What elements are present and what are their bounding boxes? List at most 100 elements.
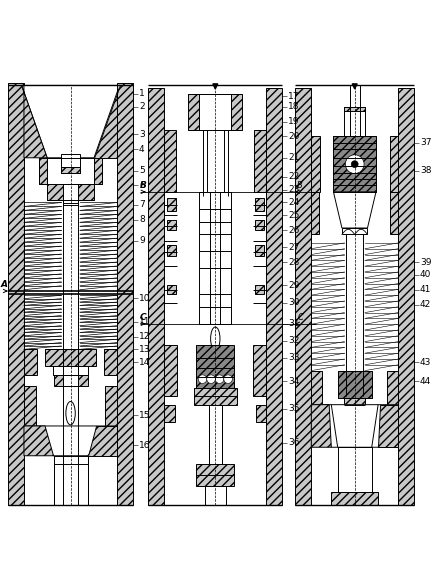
Text: 44: 44 [420, 377, 431, 386]
Text: 5: 5 [139, 166, 145, 175]
Bar [205, 486, 226, 505]
Text: 9: 9 [139, 236, 145, 245]
Text: B: B [140, 181, 147, 190]
Bar [333, 136, 376, 192]
Bar [105, 349, 117, 375]
Text: 23: 23 [288, 185, 299, 194]
Text: 25: 25 [288, 211, 299, 220]
Bar [311, 370, 322, 405]
Bar [24, 349, 37, 375]
Bar [63, 184, 78, 201]
Bar [39, 158, 102, 184]
Bar [47, 184, 94, 201]
Bar [253, 345, 266, 396]
Text: 33: 33 [288, 353, 299, 362]
Bar [207, 130, 224, 192]
Bar [344, 106, 365, 111]
Bar [231, 94, 242, 130]
Text: 35: 35 [288, 405, 299, 413]
Text: 1: 1 [139, 89, 145, 98]
Text: 27: 27 [288, 243, 299, 252]
Bar [61, 167, 80, 173]
Text: A: A [1, 280, 8, 289]
Text: 21: 21 [288, 153, 299, 162]
Text: 20: 20 [288, 132, 299, 141]
Bar [117, 83, 133, 505]
Bar [390, 136, 398, 192]
Text: 13: 13 [139, 345, 151, 354]
Text: 34: 34 [288, 377, 299, 386]
Bar [338, 370, 372, 398]
Bar [398, 88, 414, 505]
Bar [47, 158, 94, 184]
Polygon shape [22, 85, 119, 158]
Text: 37: 37 [420, 138, 431, 148]
Text: 29: 29 [288, 281, 299, 290]
Bar [8, 83, 24, 505]
Circle shape [207, 375, 215, 383]
Bar [391, 192, 398, 235]
Polygon shape [88, 426, 117, 456]
Bar [45, 349, 96, 366]
Text: 30: 30 [288, 298, 299, 307]
Polygon shape [378, 405, 398, 447]
Bar [167, 198, 176, 211]
Ellipse shape [210, 327, 220, 350]
Text: 39: 39 [420, 258, 431, 266]
Text: 18: 18 [288, 102, 299, 111]
Text: 12: 12 [139, 332, 150, 341]
Bar [53, 366, 89, 375]
Text: 36: 36 [288, 439, 299, 447]
Polygon shape [24, 426, 117, 456]
Text: 17: 17 [288, 92, 299, 101]
Text: C: C [140, 313, 146, 322]
Text: 3: 3 [139, 130, 145, 139]
Text: 15: 15 [139, 411, 151, 420]
Circle shape [345, 155, 364, 173]
Bar [196, 465, 234, 486]
Polygon shape [24, 426, 53, 456]
Text: 19: 19 [288, 117, 299, 126]
Bar [199, 94, 231, 130]
Text: 42: 42 [420, 300, 431, 309]
Bar [311, 192, 319, 235]
Text: 38: 38 [420, 166, 431, 175]
Bar [255, 219, 264, 230]
Polygon shape [22, 85, 47, 158]
Text: 32: 32 [288, 336, 299, 345]
Circle shape [198, 375, 207, 383]
Text: 10: 10 [139, 294, 151, 303]
Bar [209, 405, 222, 465]
Text: 14: 14 [139, 358, 150, 366]
Circle shape [215, 375, 224, 383]
Bar [311, 136, 320, 192]
Text: C: C [297, 313, 303, 322]
Bar [167, 219, 176, 230]
Bar [164, 405, 175, 422]
Bar [254, 130, 266, 192]
Bar [255, 245, 264, 256]
Bar [39, 158, 47, 184]
Bar [331, 492, 378, 505]
Text: 22: 22 [288, 172, 299, 182]
Text: 40: 40 [420, 270, 431, 279]
Bar [199, 192, 231, 324]
Polygon shape [94, 85, 119, 158]
Bar [164, 345, 177, 396]
Polygon shape [311, 405, 331, 447]
Text: 31: 31 [288, 319, 299, 328]
Bar [388, 370, 398, 405]
Bar [105, 386, 117, 426]
Bar [167, 245, 176, 256]
Bar [344, 398, 365, 405]
Bar [61, 153, 80, 173]
Circle shape [224, 375, 232, 383]
Bar [188, 94, 199, 130]
Bar [24, 386, 36, 426]
Text: 2: 2 [139, 102, 145, 111]
Bar [94, 158, 102, 184]
Text: 26: 26 [288, 226, 299, 235]
Bar [53, 375, 88, 386]
Text: 28: 28 [288, 258, 299, 266]
Bar [255, 198, 264, 211]
